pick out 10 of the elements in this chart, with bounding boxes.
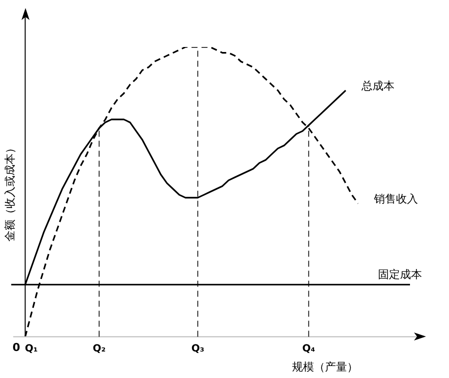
x-axis-title: 规模（产量） bbox=[292, 360, 358, 374]
x-tick-label: Q₁ bbox=[24, 343, 38, 354]
series-label: 总成本 bbox=[360, 79, 395, 92]
text: 0 bbox=[12, 341, 21, 354]
x-tick-label: Q₄ bbox=[302, 343, 316, 354]
x-tick-label: Q₃ bbox=[191, 343, 204, 354]
series-label: 销售收入 bbox=[373, 192, 418, 206]
y-axis-title: 金额（收入或成本） bbox=[3, 142, 16, 242]
ref-line-label: 固定成本 bbox=[378, 268, 422, 281]
x-tick-label: Q₂ bbox=[92, 343, 106, 354]
